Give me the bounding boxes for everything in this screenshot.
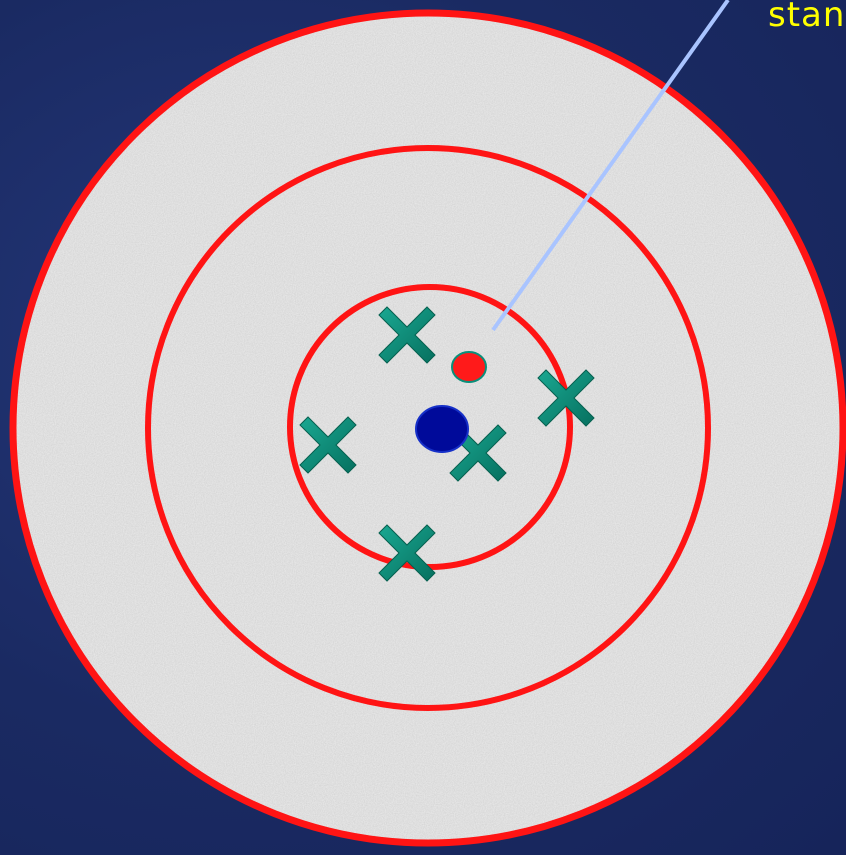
callout-line bbox=[491, 0, 730, 332]
middle-ring bbox=[145, 145, 711, 711]
callout-text: stan bbox=[768, 0, 845, 35]
x-marks bbox=[299, 306, 595, 582]
outer-ring bbox=[9, 9, 846, 847]
inner-ring bbox=[287, 284, 573, 570]
x-mark bbox=[299, 416, 357, 474]
x-mark bbox=[537, 369, 595, 427]
x-mark bbox=[378, 306, 436, 364]
true-center-dot bbox=[415, 405, 469, 453]
estimate-dot bbox=[451, 351, 487, 383]
x-mark bbox=[378, 524, 436, 582]
